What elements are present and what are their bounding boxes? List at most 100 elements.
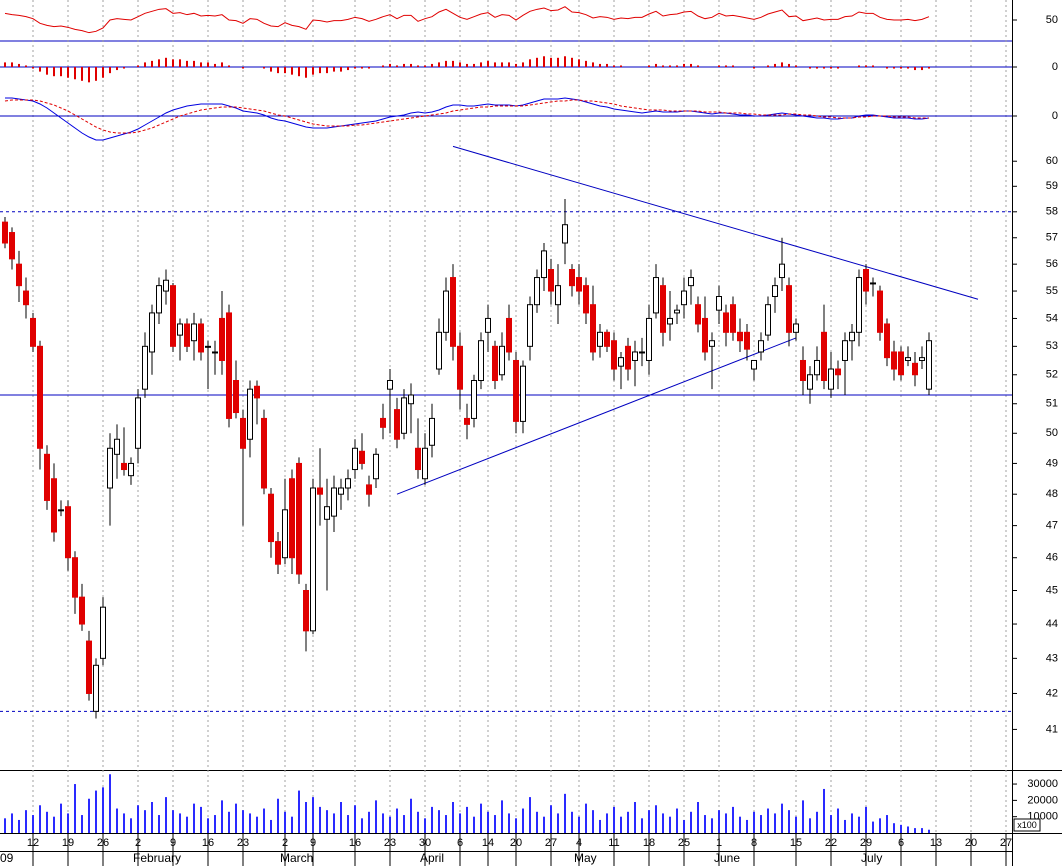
bar — [809, 67, 811, 69]
bar — [606, 63, 608, 67]
candle-body — [744, 331, 750, 350]
y-tick-label: 43 — [1046, 652, 1058, 664]
bar — [648, 65, 650, 67]
bar — [781, 62, 783, 67]
bar — [39, 67, 41, 72]
candle-body — [569, 269, 575, 287]
bar — [494, 62, 496, 67]
bar — [403, 63, 405, 67]
bar — [151, 802, 153, 833]
candle-body — [303, 590, 309, 632]
y-tick-label: 50 — [1046, 14, 1058, 26]
y-tick-label: 58 — [1046, 206, 1058, 218]
bar — [690, 811, 692, 833]
bar — [606, 813, 608, 833]
candle-body — [443, 290, 449, 333]
bar — [18, 819, 20, 833]
candle-body — [835, 368, 841, 376]
bar — [452, 60, 454, 67]
bar — [95, 790, 97, 833]
x-tick-label: 6 — [457, 837, 463, 849]
bar — [697, 65, 699, 67]
bar — [151, 60, 153, 67]
candle-body — [254, 385, 260, 399]
bar — [354, 67, 356, 69]
bar — [32, 67, 34, 69]
candle-body — [310, 487, 316, 632]
bar — [333, 813, 335, 833]
y-tick-label: 54 — [1046, 312, 1058, 324]
candle-body — [716, 295, 722, 311]
candle-body — [793, 323, 799, 333]
candle-body — [870, 282, 876, 285]
bar — [158, 815, 160, 833]
bar — [592, 62, 594, 67]
bar — [795, 65, 797, 67]
candle-body — [72, 557, 78, 598]
bar — [53, 67, 55, 77]
bar — [865, 65, 867, 67]
candle-body — [800, 359, 806, 382]
bar — [522, 62, 524, 67]
bar — [74, 67, 76, 80]
x-tick-label: 12 — [27, 837, 39, 849]
candle-body — [2, 221, 8, 244]
bar — [578, 816, 580, 833]
y-tick-label: 30000 — [1027, 778, 1058, 790]
bar — [130, 818, 132, 833]
candle-body — [401, 397, 407, 434]
bar — [725, 65, 727, 67]
candle-body — [807, 374, 813, 390]
candle-body — [198, 323, 204, 353]
bar — [564, 56, 566, 67]
candle-body — [898, 351, 904, 376]
bar — [809, 818, 811, 833]
bar — [795, 816, 797, 833]
candle-body — [338, 487, 344, 495]
candle-body — [751, 359, 757, 370]
x-tick-label: 9 — [310, 837, 316, 849]
bar — [802, 800, 804, 833]
candle-body — [93, 664, 99, 712]
candle-body — [219, 317, 225, 361]
candle-body — [275, 541, 281, 565]
bar — [88, 67, 90, 83]
bar — [858, 65, 860, 67]
y-tick-label: 44 — [1046, 618, 1058, 630]
bar — [221, 62, 223, 67]
bar — [886, 815, 888, 833]
x-tick-label: 1 — [716, 837, 722, 849]
trend-line — [452, 145, 979, 300]
series-line — [5, 97, 930, 141]
bar — [431, 63, 433, 67]
bar — [424, 818, 426, 833]
bar — [585, 803, 587, 833]
candle-body — [919, 357, 925, 361]
bar — [557, 57, 559, 67]
bar — [837, 808, 839, 833]
candle-body — [429, 417, 435, 446]
y-tick-label: 51 — [1046, 398, 1058, 410]
candle-body — [597, 331, 603, 347]
bar — [144, 62, 146, 67]
bar — [263, 67, 265, 69]
bar — [564, 793, 566, 833]
bar — [396, 65, 398, 67]
bar — [284, 67, 286, 74]
bar — [501, 800, 503, 833]
bar — [123, 67, 125, 69]
bar — [529, 797, 531, 833]
candle-body — [191, 323, 197, 342]
candle-body — [499, 345, 505, 376]
bar — [830, 815, 832, 833]
bar — [445, 815, 447, 833]
candle-body — [44, 453, 50, 501]
bar — [627, 811, 629, 833]
bar — [88, 798, 90, 833]
candle-body — [135, 397, 141, 449]
y-tick-label: 0 — [1052, 110, 1058, 122]
bar — [39, 805, 41, 833]
bar — [732, 65, 734, 67]
bar — [697, 802, 699, 833]
bar — [858, 816, 860, 833]
